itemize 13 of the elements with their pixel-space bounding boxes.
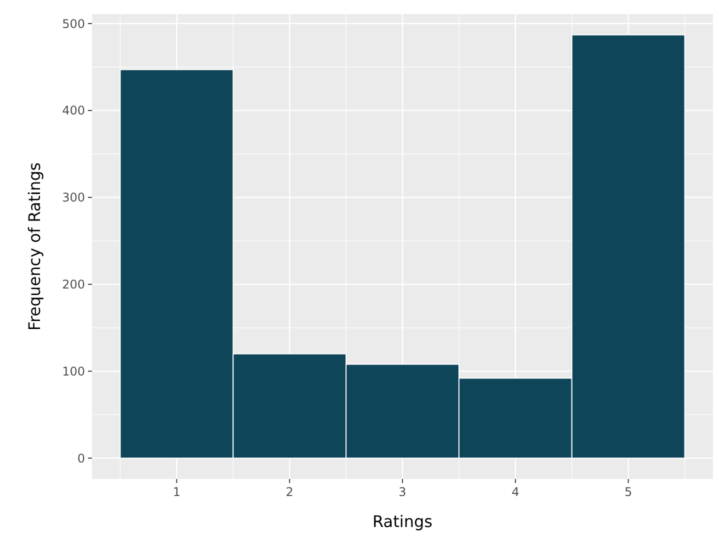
y-tick-label: 500 (62, 16, 85, 31)
y-tick-label: 100 (62, 364, 85, 378)
y-tick-label: 200 (62, 278, 85, 292)
x-tick-label: 3 (398, 485, 406, 499)
x-tick-label: 5 (624, 485, 632, 499)
x-tick-label: 4 (512, 485, 520, 499)
x-axis-title: Ratings (372, 512, 432, 531)
y-tick-label: 0 (77, 451, 85, 466)
y-axis-title: Frequency of Ratings (25, 162, 44, 331)
y-tick-label: 400 (62, 104, 85, 118)
y-tick-label: 300 (62, 190, 85, 205)
x-tick-label: 2 (286, 485, 294, 499)
x-tick-label: 1 (172, 485, 180, 499)
